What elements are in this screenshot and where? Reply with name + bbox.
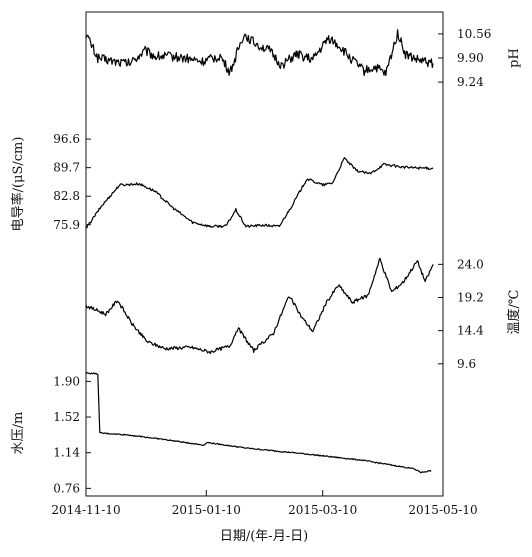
ph-series-line — [85, 29, 434, 77]
ph-axis-title: pH — [507, 48, 522, 68]
panel-ph: 9.24 9.90 10.56 pH — [85, 27, 522, 89]
water_pressure-ytick-label-0: 0.76 — [53, 481, 80, 495]
ph-ytick-label-1: 9.90 — [457, 51, 484, 65]
water_pressure-ytick-label-2: 1.52 — [53, 410, 80, 424]
x-tick-label-3: 2015-05-10 — [408, 503, 477, 517]
x-axis-title: 日期/(年-月-日) — [220, 529, 308, 544]
x-tick-label-0: 2014-11-10 — [51, 503, 120, 517]
temperature-series-line — [85, 257, 434, 355]
panels-layer: 9.24 9.90 10.56 pH 75.9 82.8 89.7 96.6 电导率/(μS/c… — [10, 27, 522, 495]
temperature-ytick-label-0: 9.6 — [457, 357, 476, 371]
temperature-axis-title: 温度/℃ — [506, 290, 522, 335]
x-axis: 2014-11-10 2015-01-10 2015-03-10 2015-05-10 — [51, 490, 478, 517]
conductivity-ytick-label-2: 89.7 — [53, 161, 80, 175]
water_pressure-ytick-label-1: 1.14 — [53, 446, 80, 460]
conductivity-ytick-label-3: 96.6 — [53, 132, 80, 146]
water_pressure-axis-title: 水压/m — [11, 412, 26, 455]
temperature-ytick-label-1: 14.4 — [457, 324, 484, 338]
x-tick-label-1: 2015-01-10 — [172, 503, 241, 517]
temperature-ytick-label-2: 19.2 — [457, 291, 484, 305]
conductivity-series-line — [85, 157, 434, 229]
plot-frame — [85, 11, 444, 497]
ph-ytick-label-2: 10.56 — [457, 27, 491, 41]
panel-water_pressure: 0.76 1.14 1.52 1.90 水压/m — [11, 372, 432, 495]
ph-ytick-label-0: 9.24 — [457, 75, 484, 89]
conductivity-ytick-label-1: 82.8 — [53, 189, 80, 203]
conductivity-axis-title: 电导率/(μS/cm) — [10, 137, 26, 232]
conductivity-ytick-label-0: 75.9 — [53, 218, 80, 232]
panel-temperature: 9.6 14.4 19.2 24.0 温度/℃ — [85, 257, 522, 371]
temperature-ytick-label-3: 24.0 — [457, 257, 484, 271]
x-tick-label-2: 2015-03-10 — [288, 503, 357, 517]
panel-conductivity: 75.9 82.8 89.7 96.6 电导率/(μS/cm) — [10, 132, 434, 232]
water_pressure-ytick-label-3: 1.90 — [53, 374, 80, 388]
water_pressure-series-line — [85, 372, 432, 474]
